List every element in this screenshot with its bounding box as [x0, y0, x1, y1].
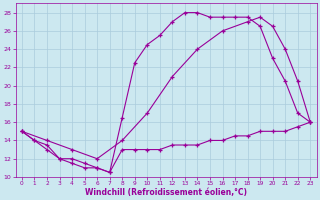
X-axis label: Windchill (Refroidissement éolien,°C): Windchill (Refroidissement éolien,°C) [85, 188, 247, 197]
